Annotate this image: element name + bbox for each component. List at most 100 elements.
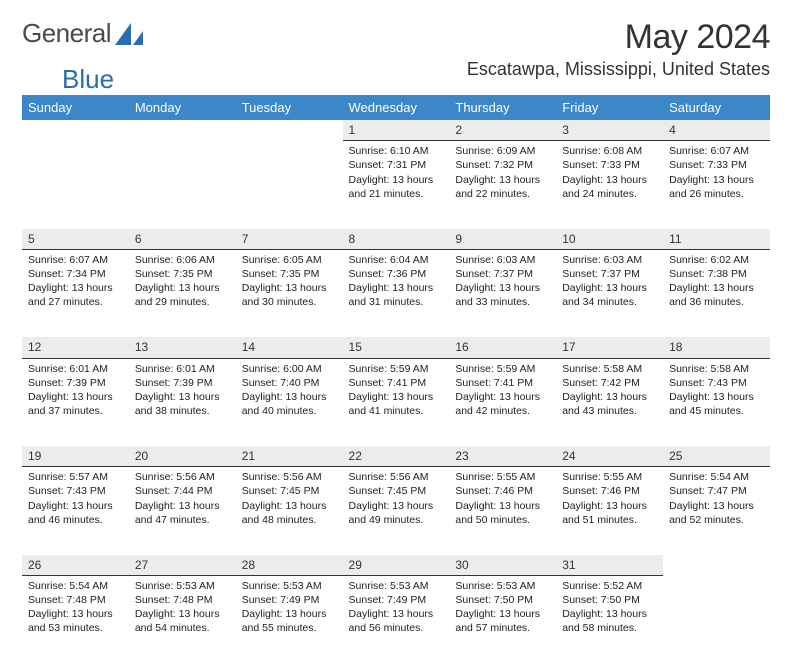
daylight-line: Daylight: 13 hours and 38 minutes. — [135, 390, 230, 418]
daylight-line: Daylight: 13 hours and 48 minutes. — [242, 499, 337, 527]
sunset-line: Sunset: 7:45 PM — [349, 484, 444, 498]
daylight-line: Daylight: 13 hours and 50 minutes. — [455, 499, 550, 527]
day-content-cell: Sunrise: 5:53 AMSunset: 7:49 PMDaylight:… — [236, 575, 343, 663]
day-number-cell: 4 — [663, 120, 770, 141]
day-content-cell — [22, 141, 129, 229]
sunset-line: Sunset: 7:35 PM — [242, 267, 337, 281]
day-content-cell: Sunrise: 6:03 AMSunset: 7:37 PMDaylight:… — [556, 249, 663, 337]
sunrise-line: Sunrise: 5:55 AM — [455, 470, 550, 484]
day-number-row: 19202122232425 — [22, 446, 770, 467]
weekday-header: Friday — [556, 95, 663, 120]
sunrise-line: Sunrise: 5:56 AM — [135, 470, 230, 484]
sunset-line: Sunset: 7:36 PM — [349, 267, 444, 281]
sunrise-line: Sunrise: 5:54 AM — [669, 470, 764, 484]
sunset-line: Sunset: 7:33 PM — [562, 158, 657, 172]
sunrise-line: Sunrise: 6:07 AM — [669, 144, 764, 158]
day-content-row: Sunrise: 6:01 AMSunset: 7:39 PMDaylight:… — [22, 358, 770, 446]
weekday-header: Tuesday — [236, 95, 343, 120]
day-content-cell: Sunrise: 5:59 AMSunset: 7:41 PMDaylight:… — [449, 358, 556, 446]
weekday-header: Thursday — [449, 95, 556, 120]
sunrise-line: Sunrise: 6:01 AM — [28, 362, 123, 376]
day-content-cell: Sunrise: 5:54 AMSunset: 7:47 PMDaylight:… — [663, 467, 770, 555]
sunset-line: Sunset: 7:49 PM — [242, 593, 337, 607]
day-number-cell — [22, 120, 129, 141]
day-content-cell: Sunrise: 5:58 AMSunset: 7:43 PMDaylight:… — [663, 358, 770, 446]
sunset-line: Sunset: 7:46 PM — [455, 484, 550, 498]
sunset-line: Sunset: 7:45 PM — [242, 484, 337, 498]
day-number-cell: 25 — [663, 446, 770, 467]
sunrise-line: Sunrise: 6:05 AM — [242, 253, 337, 267]
day-number-cell: 6 — [129, 229, 236, 250]
day-number-cell: 21 — [236, 446, 343, 467]
sunset-line: Sunset: 7:49 PM — [349, 593, 444, 607]
day-content-row: Sunrise: 5:57 AMSunset: 7:43 PM Daylight:… — [22, 467, 770, 555]
day-content-cell: Sunrise: 6:09 AMSunset: 7:32 PMDaylight:… — [449, 141, 556, 229]
day-content-cell — [129, 141, 236, 229]
weekday-header-row: SundayMondayTuesdayWednesdayThursdayFrid… — [22, 95, 770, 120]
day-content-cell: Sunrise: 6:04 AMSunset: 7:36 PMDaylight:… — [343, 249, 450, 337]
day-content-cell: Sunrise: 6:02 AMSunset: 7:38 PMDaylight:… — [663, 249, 770, 337]
day-number-cell: 7 — [236, 229, 343, 250]
sunrise-line: Sunrise: 5:54 AM — [28, 579, 123, 593]
day-content-cell: Sunrise: 5:57 AMSunset: 7:43 PMDaylight:… — [22, 467, 129, 555]
day-number-cell — [663, 555, 770, 576]
day-content-cell: Sunrise: 6:07 AMSunset: 7:34 PMDaylight:… — [22, 249, 129, 337]
weekday-header: Monday — [129, 95, 236, 120]
sunrise-line: Sunrise: 5:59 AM — [455, 362, 550, 376]
sunset-line: Sunset: 7:41 PM — [455, 376, 550, 390]
sunrise-line: Sunrise: 5:59 AM — [349, 362, 444, 376]
day-content-cell: Sunrise: 5:52 AMSunset: 7:50 PMDaylight:… — [556, 575, 663, 663]
day-number-cell: 30 — [449, 555, 556, 576]
day-number-cell: 24 — [556, 446, 663, 467]
day-number-cell: 13 — [129, 337, 236, 358]
day-number-cell: 17 — [556, 337, 663, 358]
day-number-cell: 22 — [343, 446, 450, 467]
daylight-line: Daylight: 13 hours and 52 minutes. — [669, 499, 764, 527]
daylight-line: Daylight: 13 hours and 45 minutes. — [669, 390, 764, 418]
day-number-cell: 14 — [236, 337, 343, 358]
day-number-cell: 11 — [663, 229, 770, 250]
sunset-line: Sunset: 7:46 PM — [562, 484, 657, 498]
day-number-cell: 5 — [22, 229, 129, 250]
day-number-cell: 23 — [449, 446, 556, 467]
sunrise-line: Sunrise: 5:55 AM — [562, 470, 657, 484]
brand-name-part2: Blue — [62, 64, 792, 95]
sunrise-line: Sunrise: 5:53 AM — [349, 579, 444, 593]
sunset-line: Sunset: 7:32 PM — [455, 158, 550, 172]
day-content-row: Sunrise: 6:10 AMSunset: 7:31 PMDaylight:… — [22, 141, 770, 229]
day-number-row: 12131415161718 — [22, 337, 770, 358]
day-content-cell — [663, 575, 770, 663]
sunrise-line: Sunrise: 5:56 AM — [349, 470, 444, 484]
day-content-cell: Sunrise: 5:59 AMSunset: 7:41 PMDaylight:… — [343, 358, 450, 446]
weekday-header: Saturday — [663, 95, 770, 120]
calendar-body: 1234Sunrise: 6:10 AMSunset: 7:31 PMDayli… — [22, 120, 770, 663]
day-content-cell: Sunrise: 5:56 AMSunset: 7:44 PMDaylight:… — [129, 467, 236, 555]
sunset-line: Sunset: 7:50 PM — [562, 593, 657, 607]
day-number-cell: 31 — [556, 555, 663, 576]
sunrise-line: Sunrise: 6:09 AM — [455, 144, 550, 158]
sunrise-line: Sunrise: 5:53 AM — [455, 579, 550, 593]
day-number-cell: 10 — [556, 229, 663, 250]
daylight-line: Daylight: 13 hours and 36 minutes. — [669, 281, 764, 309]
day-content-cell: Sunrise: 5:53 AMSunset: 7:48 PMDaylight:… — [129, 575, 236, 663]
daylight-line: Daylight: 13 hours and 31 minutes. — [349, 281, 444, 309]
sunset-line: Sunset: 7:43 PM — [669, 376, 764, 390]
daylight-line: Daylight: 13 hours and 47 minutes. — [135, 499, 230, 527]
sunset-line: Sunset: 7:44 PM — [135, 484, 230, 498]
sunrise-line: Sunrise: 6:04 AM — [349, 253, 444, 267]
day-number-cell: 26 — [22, 555, 129, 576]
day-content-cell: Sunrise: 5:54 AMSunset: 7:48 PMDaylight:… — [22, 575, 129, 663]
daylight-line: Daylight: 13 hours and 40 minutes. — [242, 390, 337, 418]
day-content-cell: Sunrise: 5:56 AMSunset: 7:45 PMDaylight:… — [343, 467, 450, 555]
day-content-cell: Sunrise: 6:06 AMSunset: 7:35 PMDaylight:… — [129, 249, 236, 337]
sunrise-line: Sunrise: 6:07 AM — [28, 253, 123, 267]
sunset-line: Sunset: 7:43 PM — [28, 484, 123, 498]
daylight-line: Daylight: 13 hours and 34 minutes. — [562, 281, 657, 309]
sunrise-line: Sunrise: 5:57 AM — [28, 470, 123, 484]
daylight-line: Daylight: 13 hours and 29 minutes. — [135, 281, 230, 309]
sunset-line: Sunset: 7:35 PM — [135, 267, 230, 281]
day-number-cell: 8 — [343, 229, 450, 250]
sunset-line: Sunset: 7:38 PM — [669, 267, 764, 281]
daylight-line: Daylight: 13 hours and 51 minutes. — [562, 499, 657, 527]
daylight-line: Daylight: 13 hours and 26 minutes. — [669, 173, 764, 201]
